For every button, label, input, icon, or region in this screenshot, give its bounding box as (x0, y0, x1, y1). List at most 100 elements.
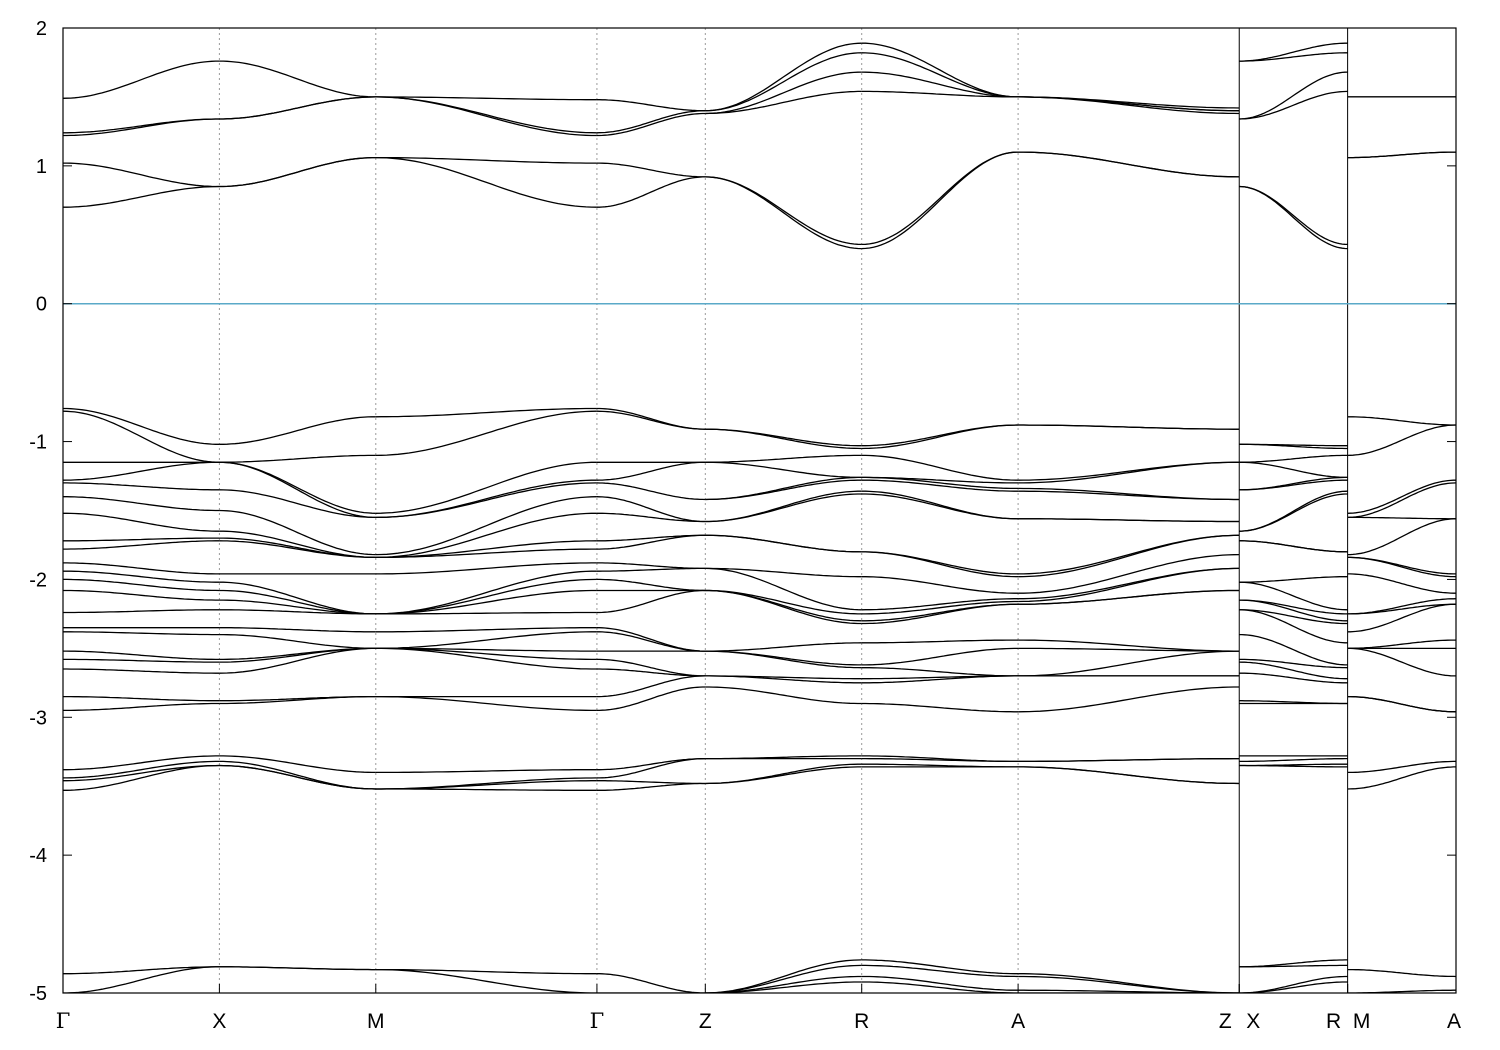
band-line (63, 540, 220, 550)
band-line (705, 763, 862, 785)
band-line (1239, 672, 1348, 684)
band-line (375, 410, 597, 457)
band-line (705, 964, 862, 993)
band-line (1347, 639, 1456, 650)
band-line (596, 496, 706, 523)
band-line (63, 668, 220, 674)
band-line (861, 675, 1019, 684)
band-line (1018, 96, 1240, 112)
band-line (1239, 52, 1348, 62)
band-line (219, 156, 376, 188)
band-line (219, 509, 376, 556)
band-line (705, 567, 862, 611)
kpoint-label: A (1447, 1010, 1461, 1033)
band-line (861, 598, 1019, 611)
band-line (861, 151, 1019, 250)
band-line (1347, 482, 1456, 519)
band-line (1018, 461, 1240, 481)
kpoint-label: Γ (56, 1009, 71, 1033)
band-line (596, 686, 706, 712)
band-line (705, 52, 862, 112)
band-line (705, 589, 862, 615)
y-tick-label: 1 (36, 156, 47, 178)
band-line (596, 668, 706, 677)
band-line (596, 176, 706, 208)
band-line (219, 760, 376, 790)
band-line (1347, 556, 1456, 575)
band-line (596, 578, 706, 592)
band-line (705, 675, 862, 684)
band-line (63, 760, 220, 779)
band-line (596, 534, 706, 550)
band-line (219, 461, 376, 514)
band-line (219, 647, 376, 674)
band-line (375, 156, 597, 164)
band-line (1018, 151, 1240, 178)
band-line (63, 650, 220, 661)
band-line (63, 562, 220, 575)
band-line (1347, 479, 1456, 514)
band-line (1239, 609, 1348, 644)
band-line (375, 96, 597, 101)
band-line (861, 90, 1019, 98)
band-line (705, 42, 862, 112)
band-line (861, 493, 1019, 520)
band-line (596, 631, 706, 652)
band-line (1239, 490, 1348, 532)
band-line (63, 60, 220, 99)
band-line (1347, 603, 1456, 633)
band-line (705, 493, 862, 523)
band-line (1239, 581, 1348, 611)
band-line (219, 530, 376, 559)
band-line (705, 176, 862, 246)
band-line (1018, 461, 1240, 484)
kpoint-label: A (1011, 1010, 1025, 1033)
band-line (1239, 185, 1348, 250)
band-line (219, 966, 376, 971)
band-line (861, 551, 1019, 575)
band-line (375, 461, 597, 514)
band-line (705, 650, 862, 669)
kpoint-label: X (212, 1010, 226, 1033)
band-line (219, 581, 376, 615)
band-line (1239, 599, 1348, 622)
band-line (596, 461, 706, 481)
band-line (219, 627, 376, 633)
band-line (596, 973, 706, 993)
band-line (596, 410, 706, 430)
band-line (705, 428, 862, 450)
band-line (219, 695, 376, 705)
band-line (861, 975, 1019, 991)
band-line (63, 570, 220, 583)
band-line (861, 667, 1019, 677)
band-line (1239, 443, 1348, 450)
band-line (63, 482, 220, 491)
band-line (705, 567, 862, 578)
band-line (1239, 42, 1348, 62)
band-line (375, 562, 597, 575)
band-line (63, 578, 220, 592)
band-line (596, 675, 706, 698)
band-line (63, 658, 220, 663)
band-line (375, 589, 597, 615)
band-line (219, 764, 376, 790)
band-line (1347, 573, 1456, 594)
band-line (1239, 185, 1348, 246)
band-line (375, 695, 597, 712)
band-line (596, 162, 706, 178)
band-line (861, 647, 1019, 666)
band-line (1018, 567, 1240, 600)
band-line (596, 512, 706, 523)
band-line (63, 407, 220, 445)
band-line (1018, 487, 1240, 501)
band-line (219, 454, 376, 463)
band-line (1239, 493, 1348, 532)
band-line (63, 461, 220, 481)
band-line (861, 476, 1019, 490)
band-line (63, 755, 220, 771)
band-line (1018, 589, 1240, 605)
band-line (1239, 476, 1348, 491)
band-line (1018, 534, 1240, 575)
